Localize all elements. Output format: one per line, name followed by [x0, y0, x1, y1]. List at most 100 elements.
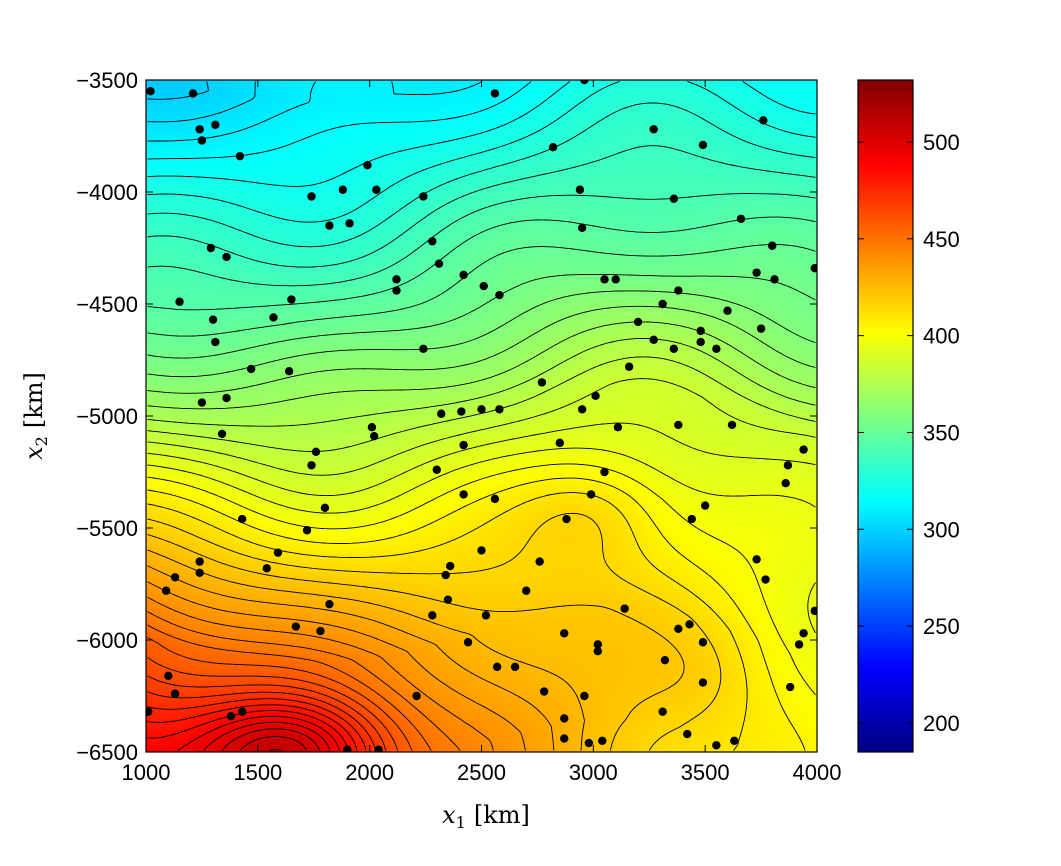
colorbar-tick-label: 200 — [923, 711, 960, 736]
station-point — [575, 185, 585, 194]
station-point — [560, 734, 569, 743]
station-point — [441, 570, 450, 580]
station-point — [810, 606, 817, 616]
station-point — [325, 221, 334, 230]
station-point — [316, 626, 325, 636]
contour-line — [147, 656, 399, 751]
contour-line — [147, 581, 526, 751]
station-point — [696, 326, 705, 336]
y-tick-label: −5000 — [76, 404, 138, 429]
station-point — [477, 546, 486, 555]
station-point — [685, 620, 694, 629]
station-point — [345, 219, 354, 228]
contour-line — [147, 81, 816, 187]
x-axis-label-sub: 1 — [456, 813, 466, 832]
station-point — [432, 465, 441, 474]
station-point — [237, 707, 247, 716]
contour-line — [147, 244, 816, 337]
station-point — [262, 564, 271, 573]
contour-line — [147, 305, 816, 394]
station-point — [712, 741, 721, 750]
y-axis-label-sub: 2 — [32, 436, 51, 446]
station-point — [188, 89, 198, 98]
contour-line — [147, 290, 816, 378]
station-point — [537, 378, 547, 387]
station-point — [560, 629, 569, 638]
station-point — [700, 501, 710, 510]
station-point — [320, 503, 330, 513]
station-point — [794, 640, 804, 649]
contour-line — [147, 611, 461, 751]
station-point — [580, 80, 589, 85]
contour-line — [147, 447, 816, 634]
station-point — [555, 438, 564, 448]
station-point — [723, 306, 732, 315]
station-point — [269, 313, 278, 322]
station-point — [593, 640, 603, 649]
station-point — [457, 407, 466, 416]
station-point — [164, 671, 173, 681]
y-axis-label-var: x — [20, 446, 48, 460]
station-point — [669, 344, 679, 353]
contour-line — [203, 721, 331, 751]
station-point — [161, 586, 171, 595]
station-point — [674, 624, 683, 633]
y-axis: −3500 −4000 −4500 −5000 −5500 −6000 −6500 — [76, 68, 817, 765]
station-point — [624, 362, 634, 371]
station-point — [412, 691, 421, 701]
contour-line — [147, 338, 816, 427]
station-point — [761, 575, 770, 584]
station-point — [698, 638, 708, 647]
station-point — [195, 568, 204, 577]
station-point — [600, 275, 609, 284]
colorbar-gradient — [858, 80, 913, 752]
contour-line — [147, 145, 816, 268]
station-point — [548, 143, 558, 152]
colorbar-frame — [857, 79, 914, 753]
station-point — [658, 707, 667, 716]
contour-line — [147, 356, 816, 452]
station-point — [759, 116, 768, 125]
station-point — [372, 185, 381, 194]
station-point — [562, 514, 571, 524]
station-point — [683, 729, 692, 739]
station-point — [696, 337, 705, 347]
station-point — [600, 467, 609, 477]
station-point — [593, 647, 603, 656]
x-tick-label: 2500 — [457, 760, 506, 785]
station-point — [580, 691, 589, 701]
station-point — [669, 194, 679, 203]
colorbar: 200 250 300 350 400 450 500 — [857, 79, 960, 753]
station-point — [146, 87, 155, 96]
y-axis-label: x2 [km] — [20, 372, 51, 460]
y-tick-label: −6500 — [76, 740, 138, 765]
station-point — [197, 136, 207, 145]
station-point — [392, 286, 401, 295]
station-point — [783, 461, 793, 470]
contour-lines — [147, 81, 816, 751]
contour-line — [147, 81, 816, 223]
contour-line — [147, 81, 256, 123]
station-point — [495, 405, 504, 414]
station-point — [325, 599, 334, 609]
y-axis-label-unit: [km] — [20, 372, 48, 428]
x-axis-label-var: x — [442, 801, 456, 829]
station-point — [307, 192, 316, 201]
station-point — [369, 431, 379, 441]
station-point — [785, 682, 795, 692]
station-point — [338, 185, 348, 194]
contour-line — [147, 534, 685, 751]
station-point — [237, 514, 247, 524]
station-point — [343, 745, 352, 752]
colorbar-tick-label: 250 — [923, 614, 960, 639]
station-point — [434, 259, 444, 268]
station-point — [392, 275, 401, 284]
station-point — [510, 662, 520, 672]
contour-line — [240, 736, 307, 751]
station-point — [736, 214, 746, 224]
station-point — [727, 420, 737, 430]
station-point — [459, 270, 468, 280]
station-point — [445, 561, 455, 571]
station-point — [712, 344, 721, 353]
y-tick-label: −6000 — [76, 628, 138, 653]
